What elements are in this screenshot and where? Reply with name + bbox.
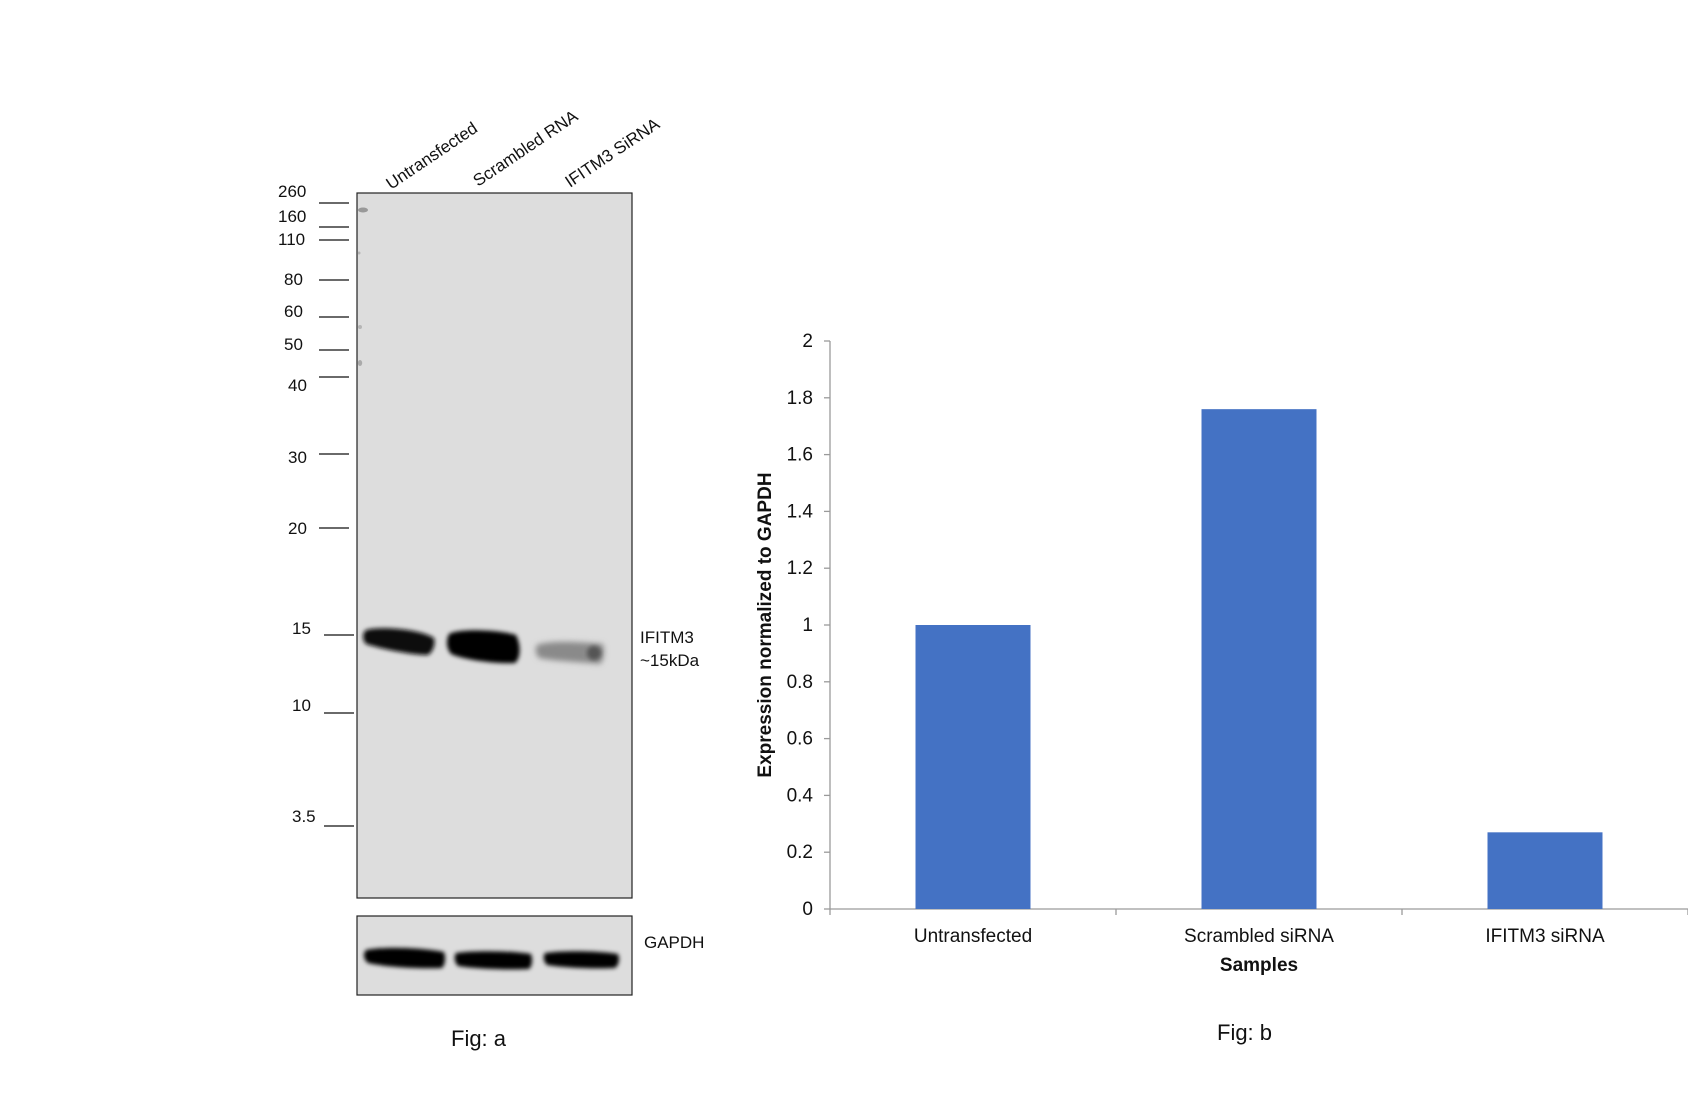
ladder-specks [357, 207, 368, 366]
bar-chart-panel: 0 0.2 0.4 0.6 0.8 1 1.2 1.4 1.6 1.8 2 Untransfecte… [755, 331, 1688, 1045]
y-axis-label: Expression normalized to GAPDH [755, 472, 776, 777]
marker-110: 110 [278, 230, 305, 249]
marker-20: 20 [288, 519, 307, 538]
caption-fig-a: Fig: a [451, 1026, 507, 1051]
gapdh-band-3 [543, 951, 619, 969]
band-untransfected [363, 628, 435, 655]
y-tick-label: 1.4 [787, 501, 814, 522]
y-tick-label: 0 [802, 899, 813, 920]
x-tick-label: Untransfected [914, 926, 1032, 947]
band-scrambled [446, 630, 520, 664]
band-label-size: ~15kDa [640, 651, 700, 670]
ifitm3-bands [363, 628, 604, 664]
marker-30: 30 [288, 448, 307, 467]
marker-3-5: 3.5 [292, 807, 316, 826]
marker-260: 260 [278, 182, 306, 201]
lane-label-ifitm3-sirna: IFITM3 SiRNA [562, 114, 664, 191]
marker-15: 15 [292, 619, 311, 638]
y-tick-label: 0.8 [787, 672, 813, 693]
blot-membrane [356, 192, 633, 899]
western-blot-panel: Untransfected Scrambled RNA IFITM3 SiRNA… [278, 106, 704, 1051]
y-tick-label: 1 [802, 615, 813, 636]
y-tick-label: 1.2 [787, 558, 813, 579]
x-axis-label: Samples [1220, 955, 1298, 976]
marker-50: 50 [284, 335, 303, 354]
marker-10: 10 [292, 696, 311, 715]
marker-60: 60 [284, 302, 303, 321]
bar [1487, 832, 1603, 909]
lane-labels: Untransfected Scrambled RNA IFITM3 SiRNA [383, 106, 664, 193]
y-tick-label: 1.6 [787, 445, 813, 466]
chart-x-tick-labels: Untransfected Scrambled siRNA IFITM3 siRNA [914, 926, 1605, 947]
band-ifitm3-sirna-core [587, 646, 601, 660]
bar [915, 625, 1031, 909]
x-tick-label: IFITM3 siRNA [1485, 926, 1605, 947]
caption-fig-b: Fig: b [1217, 1020, 1272, 1045]
gapdh-label: GAPDH [644, 933, 704, 952]
mw-markers: 260 160 110 80 60 50 40 30 20 15 10 3.5 [278, 182, 354, 827]
marker-80: 80 [284, 270, 303, 289]
y-tick-label: 1.8 [787, 388, 813, 409]
gapdh-bands [363, 947, 619, 970]
bar [1201, 409, 1317, 909]
y-tick-label: 2 [802, 331, 813, 352]
y-tick-label: 0.2 [787, 842, 813, 863]
band-label-ifitm3: IFITM3 [640, 628, 694, 647]
lane-label-untransfected: Untransfected [383, 118, 481, 193]
gapdh-band-1 [363, 947, 446, 969]
x-tick-label: Scrambled siRNA [1184, 926, 1334, 947]
chart-bars [915, 409, 1603, 909]
y-tick-label: 0.6 [787, 729, 813, 750]
y-tick-label: 0.4 [787, 785, 814, 806]
band-ifitm3-sirna [535, 641, 604, 664]
chart-y-tick-labels: 0 0.2 0.4 0.6 0.8 1 1.2 1.4 1.6 1.8 2 [787, 331, 814, 920]
gapdh-band-2 [454, 951, 533, 970]
marker-160: 160 [278, 207, 306, 226]
marker-40: 40 [288, 376, 307, 395]
